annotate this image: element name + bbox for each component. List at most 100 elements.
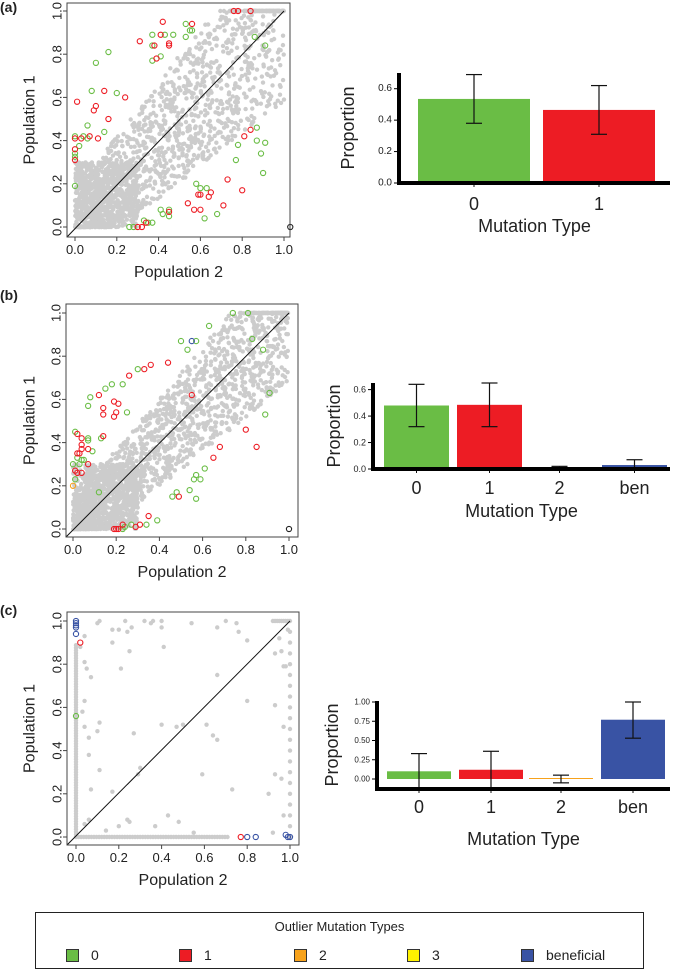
background-point — [221, 413, 226, 419]
background-point — [156, 189, 162, 195]
legend-item-beneficial: beneficial — [521, 947, 605, 963]
background-point — [168, 66, 173, 71]
background-point — [114, 163, 119, 168]
background-point — [170, 432, 175, 438]
background-point — [126, 183, 131, 188]
background-point — [142, 478, 147, 484]
background-point — [171, 426, 176, 431]
background-point — [82, 486, 87, 492]
background-point — [188, 437, 193, 442]
background-point — [118, 503, 124, 509]
legend-title: Outlier Mutation Types — [274, 919, 405, 934]
background-point — [186, 80, 192, 85]
legend-item-0: 0 — [66, 947, 99, 963]
outlier-point-0 — [205, 322, 213, 330]
background-point — [265, 344, 271, 349]
outlier-point-1 — [119, 521, 126, 528]
background-point — [143, 115, 149, 120]
x-tick-label: 1.0 — [275, 242, 293, 257]
background-point — [143, 418, 149, 424]
background-point — [108, 171, 114, 177]
outlier-point-0 — [186, 486, 193, 494]
background-point — [183, 435, 188, 441]
background-point — [134, 186, 140, 192]
background-point — [96, 514, 102, 519]
outlier-point-0 — [126, 223, 133, 231]
background-point — [150, 618, 156, 624]
background-point — [163, 181, 168, 187]
background-point — [101, 486, 106, 491]
background-point — [171, 436, 177, 442]
background-point — [92, 193, 97, 198]
background-point — [214, 83, 220, 89]
outlier-point-0 — [134, 366, 141, 373]
outlier-point-beneficial — [72, 624, 80, 631]
background-point — [192, 126, 198, 131]
background-point — [165, 80, 170, 85]
background-point — [149, 155, 154, 160]
background-point — [176, 459, 181, 465]
background-point — [84, 480, 89, 486]
y-tick-label: 0.6 — [50, 698, 65, 716]
background-point — [266, 30, 271, 35]
background-point — [108, 458, 113, 463]
outlier-point-0 — [130, 223, 137, 231]
background-point — [222, 28, 227, 33]
background-point — [157, 456, 162, 462]
background-point — [287, 737, 293, 742]
outlier-point-0 — [119, 381, 126, 388]
y-tick-label: 0.50 — [354, 736, 370, 745]
background-point — [116, 169, 122, 175]
background-point — [72, 198, 78, 203]
background-point — [93, 224, 98, 230]
outlier-point-0 — [159, 210, 166, 218]
background-point — [91, 475, 97, 481]
background-point — [92, 504, 98, 510]
background-point — [93, 167, 98, 172]
background-point — [197, 389, 203, 394]
background-point — [274, 367, 279, 373]
background-point — [174, 724, 179, 730]
background-point — [104, 185, 109, 191]
background-point — [212, 146, 217, 151]
background-point — [73, 175, 78, 181]
outlier-point-0 — [169, 493, 176, 500]
background-point — [229, 415, 235, 420]
background-point — [208, 374, 214, 379]
background-point — [260, 22, 265, 27]
background-point — [143, 164, 149, 169]
y-tick-label: 0.2 — [49, 477, 64, 495]
background-point — [122, 200, 127, 205]
background-point — [194, 57, 199, 62]
background-point — [157, 131, 162, 137]
background-point — [224, 45, 230, 51]
background-point — [224, 82, 229, 88]
background-point — [113, 150, 118, 156]
background-point — [148, 175, 153, 180]
background-point — [153, 468, 159, 474]
scatter-plot: (b)0.0 0.2 0.4 0.6 0.8 1.00.00.20.40.60.81.0P… — [0, 287, 299, 581]
background-point — [213, 110, 218, 115]
background-point — [180, 175, 186, 181]
background-point — [176, 141, 182, 147]
outlier-point-1 — [159, 18, 166, 25]
background-point — [216, 369, 221, 375]
background-point — [250, 318, 255, 324]
background-point — [242, 8, 248, 14]
background-point — [99, 177, 104, 183]
background-point — [129, 460, 134, 465]
background-point — [154, 460, 160, 465]
outlier-point-0 — [76, 461, 83, 468]
background-point — [188, 447, 193, 452]
background-point — [123, 500, 128, 505]
background-point — [207, 128, 213, 134]
background-point — [140, 104, 145, 109]
outlier-point-1 — [190, 206, 198, 213]
background-point — [245, 698, 250, 704]
x-tick-label: 0.6 — [195, 850, 213, 865]
outlier-point-1 — [197, 206, 204, 213]
background-point — [135, 154, 141, 160]
background-point — [181, 84, 186, 89]
background-point — [125, 513, 130, 518]
